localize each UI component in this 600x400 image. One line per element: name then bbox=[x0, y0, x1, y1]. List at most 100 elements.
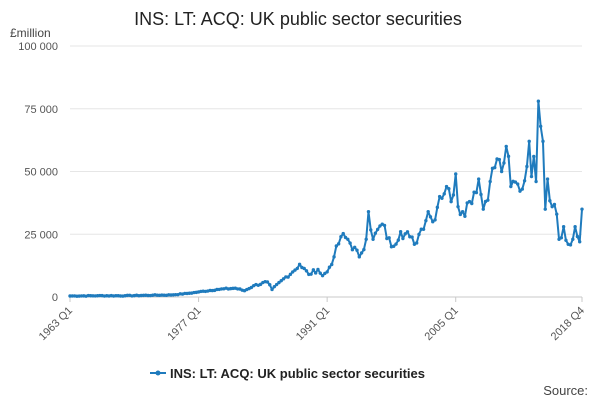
x-tick-label: 2005 Q1 bbox=[423, 305, 461, 343]
legend[interactable]: INS: LT: ACQ: UK public sector securitie… bbox=[150, 366, 425, 381]
data-point bbox=[580, 207, 584, 211]
data-point bbox=[497, 157, 502, 162]
gridlines bbox=[70, 45, 582, 235]
data-point bbox=[541, 139, 545, 144]
data-point bbox=[476, 177, 481, 181]
data-point bbox=[474, 190, 479, 195]
data-point bbox=[403, 232, 407, 236]
data-point bbox=[532, 154, 536, 159]
data-point bbox=[343, 235, 348, 240]
data-point bbox=[460, 209, 465, 214]
y-axis-ticks: 0 25 000 50 000 75 000 100 000 bbox=[18, 41, 58, 304]
data-point bbox=[394, 242, 398, 246]
data-point bbox=[288, 272, 293, 277]
data-point bbox=[463, 214, 467, 218]
data-point bbox=[481, 207, 485, 211]
data-point bbox=[274, 282, 279, 287]
data-point bbox=[568, 243, 573, 247]
data-point bbox=[309, 272, 313, 276]
data-point bbox=[316, 267, 320, 272]
x-axis: 1963 Q1 1977 Q1 1991 Q1 2005 Q1 2018 Q4 bbox=[37, 296, 587, 343]
data-point bbox=[575, 234, 580, 239]
data-point bbox=[375, 227, 380, 232]
source-label: Source: bbox=[543, 383, 588, 398]
data-point bbox=[281, 277, 286, 281]
data-point bbox=[571, 237, 575, 241]
data-point bbox=[555, 212, 559, 216]
data-point bbox=[336, 242, 341, 246]
data-point bbox=[405, 230, 410, 234]
data-point bbox=[449, 199, 453, 204]
data-point bbox=[543, 207, 547, 211]
data-point bbox=[426, 209, 430, 214]
data-point bbox=[265, 280, 270, 284]
data-point bbox=[272, 284, 277, 289]
x-tick-label: 1991 Q1 bbox=[294, 305, 332, 343]
data-point bbox=[428, 215, 433, 219]
data-point bbox=[304, 269, 309, 273]
x-tick-label: 1963 Q1 bbox=[37, 305, 75, 343]
data-point bbox=[527, 139, 531, 144]
data-point bbox=[578, 240, 582, 244]
data-point bbox=[396, 238, 401, 242]
data-point bbox=[350, 248, 355, 252]
data-point bbox=[277, 280, 281, 285]
y-tick-label: 50 000 bbox=[24, 167, 58, 179]
data-point bbox=[359, 251, 364, 255]
data-point bbox=[552, 202, 557, 207]
data-point bbox=[564, 238, 568, 242]
data-point bbox=[392, 244, 396, 248]
data-point bbox=[297, 262, 302, 267]
data-point bbox=[470, 201, 474, 206]
data-point bbox=[548, 199, 552, 203]
data-point bbox=[506, 154, 511, 159]
data-point bbox=[518, 189, 522, 193]
data-point bbox=[447, 187, 451, 191]
data-point bbox=[332, 255, 336, 259]
data-point bbox=[421, 227, 426, 232]
data-point bbox=[371, 237, 375, 241]
data-point bbox=[467, 199, 472, 204]
data-point bbox=[513, 180, 518, 184]
data-point bbox=[398, 230, 403, 234]
data-point bbox=[522, 179, 527, 183]
data-point bbox=[366, 209, 371, 214]
legend-label: INS: LT: ACQ: UK public sector securitie… bbox=[170, 366, 425, 381]
data-point bbox=[454, 172, 458, 176]
data-point bbox=[313, 271, 318, 275]
data-point bbox=[458, 212, 463, 217]
data-point bbox=[545, 177, 550, 181]
data-point bbox=[534, 179, 538, 184]
data-point bbox=[516, 182, 520, 186]
data-point bbox=[320, 273, 325, 278]
data-point bbox=[417, 232, 421, 237]
chart-title: INS: LT: ACQ: UK public sector securitie… bbox=[134, 9, 462, 29]
data-point bbox=[387, 236, 391, 240]
data-point bbox=[346, 237, 350, 241]
data-point bbox=[369, 228, 373, 232]
data-point bbox=[493, 165, 497, 170]
data-point bbox=[341, 231, 345, 236]
data-point bbox=[382, 223, 387, 228]
data-point bbox=[318, 271, 322, 275]
x-tick-label: 2018 Q4 bbox=[549, 305, 587, 343]
data-point bbox=[538, 124, 543, 129]
data-point bbox=[486, 198, 490, 202]
legend-point-marker bbox=[155, 370, 161, 376]
data-point bbox=[279, 279, 283, 283]
data-point bbox=[414, 241, 419, 245]
data-point bbox=[479, 192, 483, 197]
data-point bbox=[440, 196, 444, 200]
data-point bbox=[442, 192, 446, 196]
data-point bbox=[330, 262, 334, 267]
data-point bbox=[249, 285, 254, 290]
x-tick-label: 1977 Q1 bbox=[165, 305, 203, 343]
data-point bbox=[536, 99, 541, 103]
data-point bbox=[559, 236, 564, 240]
series-line bbox=[69, 100, 583, 298]
data-point bbox=[401, 236, 405, 241]
data-point bbox=[561, 225, 566, 229]
data-point bbox=[529, 174, 534, 179]
data-point bbox=[286, 275, 290, 279]
